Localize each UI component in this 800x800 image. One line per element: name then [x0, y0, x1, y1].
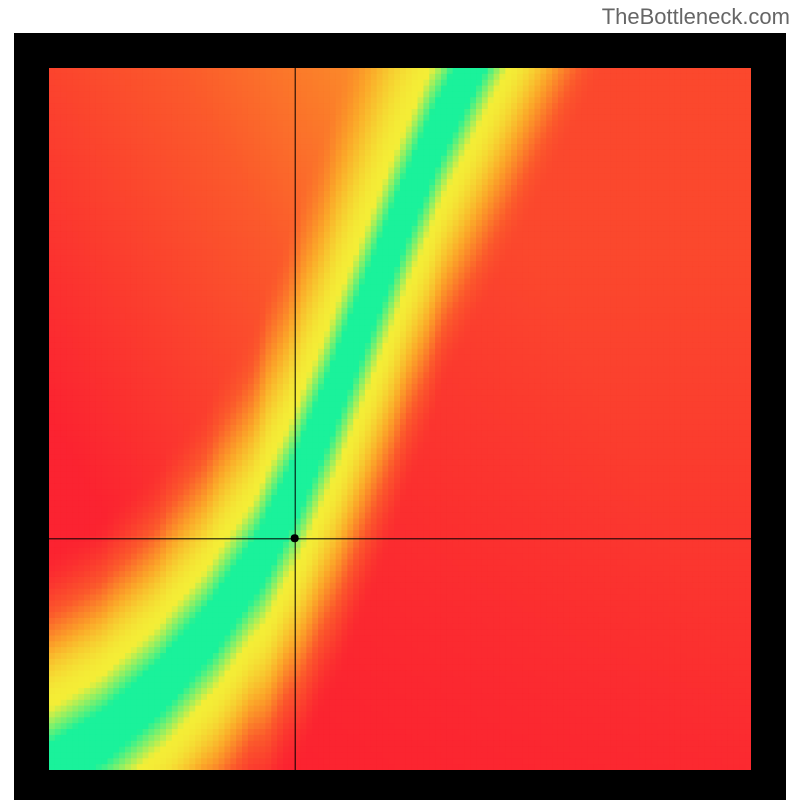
heatmap-canvas: [0, 0, 800, 800]
chart-container: TheBottleneck.com: [0, 0, 800, 800]
watermark-text: TheBottleneck.com: [602, 4, 790, 30]
